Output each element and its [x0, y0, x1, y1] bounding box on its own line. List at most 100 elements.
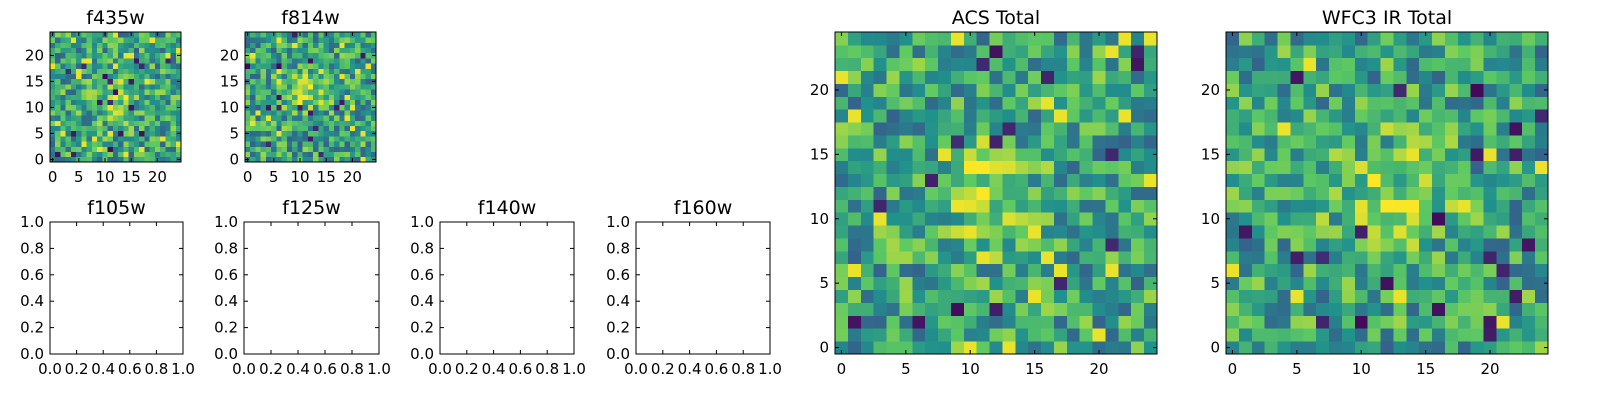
- heatmap-cell: [1470, 250, 1484, 265]
- heatmap-cell: [302, 110, 309, 116]
- heatmap-cell: [1316, 315, 1330, 329]
- heatmap-cell: [281, 125, 288, 132]
- heatmap-cell: [1354, 122, 1369, 136]
- heatmap-cell: [102, 58, 109, 64]
- heatmap-cell: [1226, 32, 1240, 46]
- heatmap-cell: [154, 136, 161, 142]
- heatmap-cell: [835, 57, 849, 72]
- heatmap-cell: [250, 42, 256, 48]
- heatmap-cell: [1316, 70, 1330, 84]
- heatmap-cell: [271, 110, 277, 116]
- heatmap-cell: [81, 146, 88, 152]
- heatmap-cell: [65, 151, 72, 158]
- heatmap-cell: [1470, 225, 1484, 239]
- heatmap-cell: [873, 173, 887, 187]
- heatmap-cell: [313, 78, 319, 85]
- heatmap-cell: [81, 156, 88, 163]
- heatmap-cell: [1341, 276, 1356, 290]
- heatmap-cell: [1380, 315, 1394, 329]
- heatmap-cell: [1470, 147, 1484, 162]
- heatmap-cell: [107, 68, 114, 74]
- heatmap-cell: [1470, 212, 1484, 226]
- x-tick-label: 0: [1228, 360, 1238, 378]
- heatmap-cell: [1483, 83, 1497, 97]
- heatmap-cell: [102, 68, 109, 74]
- heatmap-cell: [1457, 225, 1472, 239]
- heatmap-cell: [97, 73, 103, 80]
- heatmap-cell: [297, 115, 304, 121]
- heatmap-cell: [1380, 186, 1394, 200]
- heatmap-cell: [950, 250, 965, 265]
- heatmap-cell: [360, 146, 366, 152]
- heatmap-cell: [60, 136, 67, 142]
- heatmap-cell: [1002, 135, 1016, 149]
- heatmap-cell: [1131, 199, 1145, 213]
- heatmap-cell: [102, 52, 109, 59]
- heatmap-cell: [355, 58, 361, 64]
- heatmap-cell: [55, 146, 61, 152]
- heatmap-cell: [260, 32, 267, 38]
- heatmap-cell: [1419, 225, 1433, 239]
- heatmap-cell: [912, 328, 926, 342]
- heatmap-cell: [1277, 276, 1291, 290]
- heatmap-cell: [899, 173, 913, 187]
- heatmap-cell: [165, 89, 171, 95]
- heatmap-cell: [139, 58, 145, 64]
- heatmap-cell: [1354, 212, 1369, 226]
- heatmap-cell: [271, 99, 277, 106]
- y-tick-label: 0.4: [214, 292, 238, 310]
- heatmap-cell: [1092, 341, 1106, 355]
- heatmap-cell: [835, 250, 849, 265]
- heatmap-cell: [1053, 109, 1068, 123]
- heatmap-cell: [938, 147, 952, 162]
- heatmap-cell: [286, 104, 293, 111]
- heatmap-cell: [899, 212, 913, 226]
- heatmap-cell: [281, 136, 288, 142]
- heatmap-cell: [925, 289, 939, 303]
- x-tick-label: 0.0: [38, 360, 62, 378]
- heatmap-cell: [255, 125, 262, 132]
- heatmap-cell: [265, 110, 272, 116]
- heatmap-cell: [1028, 135, 1042, 149]
- heatmap-cell: [281, 99, 288, 106]
- heatmap-cell: [1483, 96, 1497, 110]
- heatmap-cell: [1535, 32, 1549, 46]
- heatmap-cell: [76, 146, 82, 152]
- heatmap-cell: [1277, 289, 1291, 303]
- heatmap-cell: [118, 130, 124, 137]
- heatmap-cell: [91, 99, 98, 106]
- heatmap-cell: [133, 141, 140, 147]
- heatmap-cell: [1535, 328, 1549, 342]
- heatmap-cell: [286, 130, 293, 137]
- heatmap-cell: [860, 276, 875, 290]
- heatmap-cell: [160, 104, 166, 111]
- heatmap-cell: [963, 186, 978, 200]
- heatmap-cell: [107, 110, 114, 116]
- heatmap-cell: [292, 63, 298, 69]
- heatmap-cell: [154, 151, 161, 158]
- heatmap-cell: [1341, 96, 1356, 110]
- heatmap-cell: [255, 73, 262, 80]
- heatmap-cell: [1079, 225, 1093, 239]
- heatmap-cell: [118, 136, 124, 142]
- heatmap-cell: [1393, 212, 1407, 226]
- heatmap-cell: [260, 125, 267, 132]
- heatmap-cell: [139, 115, 145, 121]
- heatmap-cell: [1444, 96, 1459, 110]
- heatmap-cell: [102, 94, 109, 100]
- heatmap-cell: [886, 109, 900, 123]
- heatmap-cell: [102, 130, 109, 137]
- heatmap-cell: [370, 120, 377, 126]
- heatmap-cell: [912, 44, 926, 59]
- heatmap-cell: [1470, 57, 1484, 72]
- heatmap-cell: [1002, 109, 1016, 123]
- heatmap-cell: [1341, 32, 1356, 46]
- heatmap-cell: [1079, 135, 1093, 149]
- heatmap-cell: [1522, 173, 1536, 187]
- heatmap-cell: [873, 122, 887, 136]
- heatmap-cell: [1509, 135, 1523, 149]
- panel-title: ACS Total: [952, 7, 1040, 29]
- heatmap-cell: [307, 89, 314, 95]
- heatmap-cell: [128, 104, 135, 111]
- heatmap-cell: [1406, 250, 1420, 265]
